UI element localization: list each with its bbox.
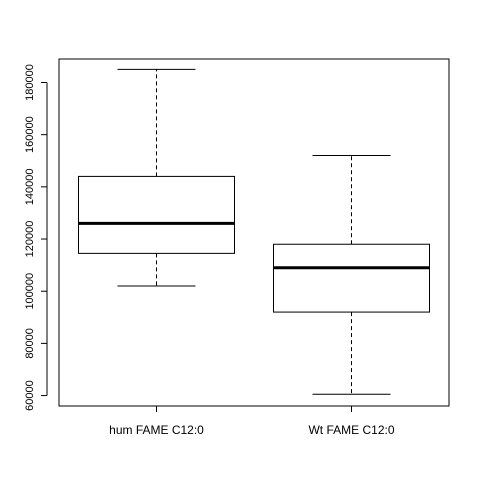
y-tick-label: 120000 <box>24 221 36 258</box>
x-tick-label: Wt FAME C12:0 <box>308 423 394 437</box>
x-axis: hum FAME C12:0 Wt FAME C12:0 <box>109 406 395 437</box>
y-tick-label: 160000 <box>24 116 36 153</box>
x-tick-label: hum FAME C12:0 <box>109 423 204 437</box>
box-series <box>78 68 430 395</box>
y-axis: 60000 80000 100000 120000 140000 160000 180000 <box>24 64 48 411</box>
y-tick-label: 140000 <box>24 168 36 205</box>
box-2 <box>273 155 430 395</box>
y-tick-label: 80000 <box>24 328 36 359</box>
iqr-box <box>78 175 235 254</box>
plot-frame <box>58 58 450 407</box>
y-tick-label: 100000 <box>24 273 36 310</box>
iqr-box <box>273 243 430 313</box>
box-1 <box>78 68 235 287</box>
y-tick-label: 180000 <box>24 64 36 101</box>
y-tick-label: 60000 <box>24 380 36 411</box>
